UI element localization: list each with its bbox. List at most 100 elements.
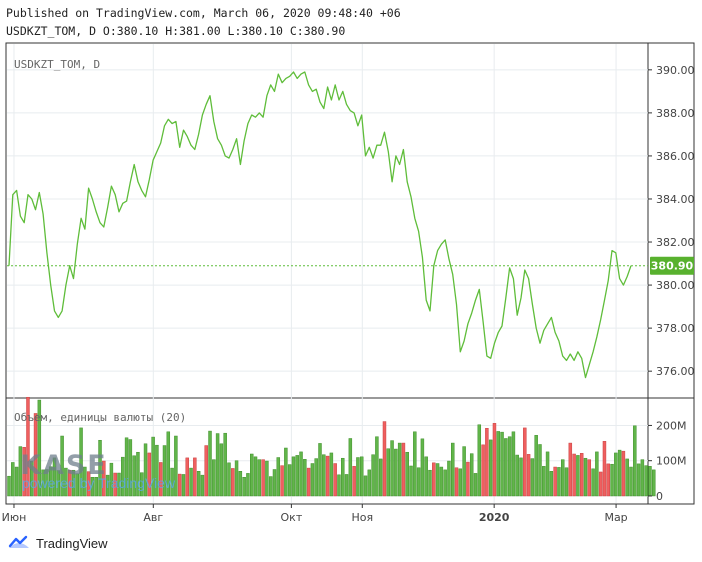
volume-bar: [458, 468, 463, 497]
volume-bar: [22, 447, 26, 497]
volume-bar: [60, 435, 64, 497]
volume-bar: [523, 427, 527, 497]
volume-bar: [337, 474, 341, 497]
volume-bar: [98, 439, 102, 497]
volume-bar: [177, 473, 182, 497]
kase-logo-text: KASE: [20, 450, 108, 481]
volume-bar: [344, 474, 349, 497]
volume-bar: [102, 460, 106, 497]
volume-bar: [614, 452, 618, 497]
volume-bar: [549, 471, 554, 497]
powered-by-text: powered by TradingView: [22, 475, 176, 491]
volume-bar: [447, 460, 451, 497]
volume-bar: [280, 465, 284, 497]
volume-bar: [155, 444, 159, 497]
volume-bar: [610, 463, 614, 497]
chart-labels: USDKZT_TOM, D Объем, единицы валюты (20)…: [2, 58, 695, 524]
volume-bar: [579, 453, 584, 497]
price-series: 380.90: [7, 71, 694, 379]
volume-bar: [181, 474, 186, 497]
volume-bar: [250, 453, 254, 497]
volume-bar: [401, 442, 406, 497]
volume-bar: [432, 462, 436, 497]
volume-bar: [287, 464, 292, 497]
volume-bar: [504, 438, 508, 497]
ohlc-header: USDKZT_TOM, D O:380.10 H:381.00 L:380.10…: [6, 24, 346, 38]
volume-bar: [318, 443, 322, 497]
volume-bar: [314, 458, 318, 497]
volume-bar: [90, 477, 95, 497]
volume-bar: [117, 472, 121, 497]
volume-bar: [591, 468, 595, 497]
volume-bar: [212, 459, 216, 497]
volume-bar: [348, 438, 353, 497]
vol-tick-label: 100M: [656, 455, 687, 468]
volume-bar: [576, 455, 580, 497]
volume-bar: [196, 471, 201, 497]
y-tick-label: 386.00: [656, 150, 695, 163]
price-pane: [5, 42, 695, 399]
volume-bar: [162, 445, 167, 497]
volume-bar: [272, 469, 277, 497]
volume-bar: [428, 469, 432, 497]
volume-bar: [636, 463, 641, 497]
volume-bar: [583, 457, 588, 497]
volume-bar: [371, 454, 375, 497]
volume-bar: [496, 431, 500, 497]
volume-bar: [492, 423, 497, 497]
volume-bar: [329, 452, 334, 497]
volume-bar: [136, 451, 140, 497]
volume-bar: [359, 456, 364, 497]
volume-bar: [519, 457, 523, 497]
volume-bar: [333, 463, 337, 497]
volume-bar: [397, 442, 402, 497]
volume-bar: [193, 457, 197, 497]
published-header: Published on TradingView.com, March 06, …: [6, 6, 401, 20]
volume-bar: [356, 457, 360, 497]
volume-bar: [439, 466, 444, 497]
volume-bar: [265, 460, 269, 497]
volume-bar: [128, 439, 133, 497]
tradingview-footer[interactable]: TradingView: [8, 535, 108, 552]
volume-bar: [33, 413, 38, 497]
volume-bar: [7, 475, 11, 497]
volume-bar: [538, 444, 542, 497]
volume-bar: [140, 472, 144, 497]
volume-bar: [454, 467, 459, 497]
volume-bar: [545, 451, 550, 497]
x-tick-label: Ноя: [351, 511, 373, 524]
y-tick-label: 376.00: [656, 365, 695, 378]
volume-bar: [113, 472, 117, 497]
volume-bar: [413, 431, 417, 497]
volume-bar: [147, 452, 152, 497]
volume-bar: [219, 443, 224, 497]
volume-bar: [553, 466, 557, 497]
volume-bar: [352, 466, 356, 497]
volume-bar: [215, 433, 220, 497]
volume-bar: [48, 466, 53, 497]
volume-bar: [595, 451, 599, 497]
volume-bar: [481, 444, 485, 497]
volume-bars: [7, 396, 656, 497]
volume-bar: [79, 427, 83, 497]
volume-bar: [75, 473, 79, 497]
footer-brand: TradingView: [36, 536, 108, 551]
volume-bar: [86, 471, 91, 497]
volume-bar: [488, 439, 493, 497]
volume-bar: [515, 454, 519, 497]
volume-bar: [158, 462, 163, 497]
volume-bar: [386, 448, 390, 497]
y-tick-label: 380.00: [656, 279, 695, 292]
volume-bar: [185, 457, 189, 497]
volume-bar: [375, 436, 379, 497]
volume-bar: [466, 461, 470, 497]
volume-bar: [443, 469, 447, 497]
volume-bar: [617, 449, 622, 497]
volume-bar: [606, 463, 610, 497]
volume-bar: [598, 471, 603, 497]
volume-bar: [56, 470, 61, 497]
volume-bar: [303, 459, 307, 497]
y-tick-label: 384.00: [656, 193, 695, 206]
volume-title: Объем, единицы валюты (20): [14, 411, 186, 424]
